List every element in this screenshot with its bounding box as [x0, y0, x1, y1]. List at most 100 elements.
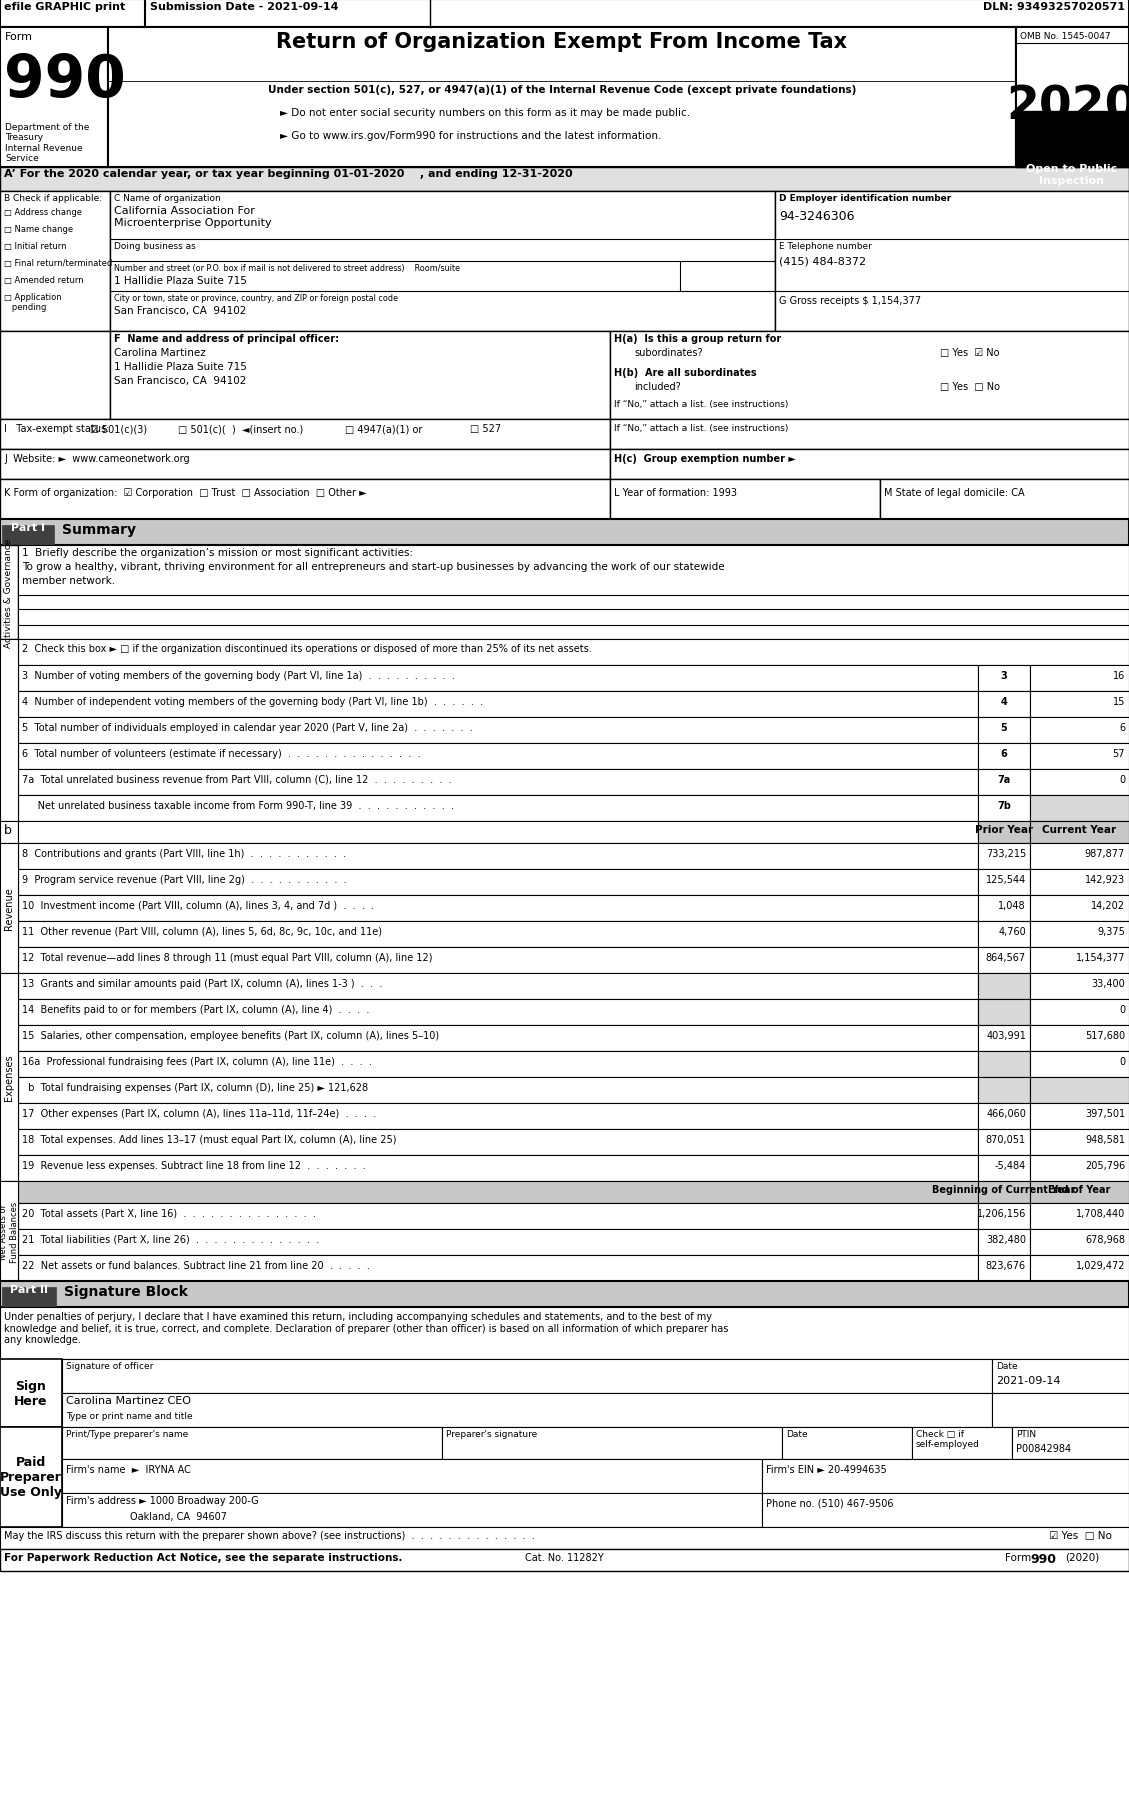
Bar: [1030, 1155, 1129, 1182]
Text: If “No,” attach a list. (see instructions): If “No,” attach a list. (see instruction…: [614, 399, 788, 408]
Text: 7a  Total unrelated business revenue from Part VIII, column (C), line 12  .  .  : 7a Total unrelated business revenue from…: [21, 775, 452, 784]
Bar: [978, 665, 1030, 692]
Text: ☑ 501(c)(3): ☑ 501(c)(3): [90, 425, 147, 434]
Text: 1,048: 1,048: [998, 900, 1026, 911]
Bar: [1030, 1129, 1129, 1155]
Bar: [1030, 1104, 1129, 1129]
Text: Current Year: Current Year: [1042, 824, 1117, 835]
Text: 7a: 7a: [997, 775, 1010, 784]
Text: 0: 0: [1119, 775, 1124, 784]
Bar: [1030, 665, 1129, 692]
Text: □ Initial return: □ Initial return: [5, 242, 67, 251]
Text: Open to Public
Inspection: Open to Public Inspection: [1026, 164, 1118, 186]
Text: Prior Year: Prior Year: [975, 824, 1033, 835]
Bar: [0, 844, 18, 974]
Text: F  Name and address of principal officer:: F Name and address of principal officer:: [114, 334, 339, 343]
Text: Oakland, CA  94607: Oakland, CA 94607: [130, 1511, 227, 1521]
Text: 22  Net assets or fund balances. Subtract line 21 from line 20  .  .  .  .  .: 22 Net assets or fund balances. Subtract…: [21, 1259, 370, 1270]
Text: 1,206,156: 1,206,156: [977, 1209, 1026, 1218]
Text: Beginning of Current Year: Beginning of Current Year: [933, 1184, 1076, 1194]
Bar: [0, 640, 18, 665]
Bar: [912, 1428, 1012, 1460]
Text: 1 Hallidie Plaza Suite 715: 1 Hallidie Plaza Suite 715: [114, 276, 247, 286]
Text: Print/Type preparer's name: Print/Type preparer's name: [65, 1429, 189, 1438]
Text: Under section 501(c), 527, or 4947(a)(1) of the Internal Revenue Code (except pr: Under section 501(c), 527, or 4947(a)(1)…: [268, 85, 856, 96]
Text: For Paperwork Reduction Act Notice, see the separate instructions.: For Paperwork Reduction Act Notice, see …: [5, 1552, 403, 1561]
Bar: [0, 1359, 62, 1428]
Bar: [108, 27, 1016, 168]
Text: Activities & Governance: Activities & Governance: [5, 538, 14, 647]
Bar: [978, 1129, 1030, 1155]
Text: PTIN: PTIN: [1016, 1429, 1036, 1438]
Bar: [978, 974, 1030, 999]
Text: San Francisco, CA  94102: San Francisco, CA 94102: [114, 305, 246, 316]
Text: Firm's address ► 1000 Broadway 200-G: Firm's address ► 1000 Broadway 200-G: [65, 1494, 259, 1505]
Text: 990: 990: [1030, 1552, 1056, 1565]
Bar: [978, 770, 1030, 795]
Bar: [610, 479, 879, 520]
Text: 864,567: 864,567: [986, 952, 1026, 963]
Text: Submission Date - 2021-09-14: Submission Date - 2021-09-14: [150, 2, 339, 13]
Text: 3: 3: [1000, 670, 1007, 681]
Bar: [978, 717, 1030, 744]
Bar: [978, 1182, 1030, 1203]
Text: May the IRS discuss this return with the preparer shown above? (see instructions: May the IRS discuss this return with the…: [5, 1531, 535, 1540]
Bar: [18, 999, 978, 1025]
Text: 397,501: 397,501: [1085, 1108, 1124, 1119]
Text: 466,060: 466,060: [986, 1108, 1026, 1119]
Bar: [18, 922, 978, 947]
Text: 7b: 7b: [997, 801, 1010, 811]
Bar: [0, 1428, 62, 1527]
Text: 33,400: 33,400: [1092, 978, 1124, 988]
Text: 1  Briefly describe the organization’s mission or most significant activities:: 1 Briefly describe the organization’s mi…: [21, 548, 413, 558]
Bar: [0, 665, 18, 692]
Bar: [1030, 770, 1129, 795]
Bar: [610, 450, 1129, 479]
Text: California Association For
Microenterprise Opportunity: California Association For Microenterpri…: [114, 206, 272, 228]
Text: 948,581: 948,581: [1085, 1135, 1124, 1144]
Bar: [18, 665, 978, 692]
Bar: [0, 332, 110, 419]
Bar: [18, 1077, 978, 1104]
Bar: [978, 844, 1030, 869]
Text: □ Name change: □ Name change: [5, 224, 73, 233]
Bar: [18, 1052, 978, 1077]
Text: D Employer identification number: D Employer identification number: [779, 193, 952, 202]
Text: H(b)  Are all subordinates: H(b) Are all subordinates: [614, 369, 756, 378]
Text: □ Application
   pending: □ Application pending: [5, 293, 62, 313]
Text: 2020: 2020: [1006, 83, 1129, 128]
Bar: [18, 1256, 978, 1281]
Bar: [0, 0, 1129, 27]
Bar: [610, 332, 1129, 419]
Bar: [978, 869, 1030, 896]
Bar: [1030, 1256, 1129, 1281]
Text: Return of Organization Exempt From Income Tax: Return of Organization Exempt From Incom…: [277, 33, 848, 52]
Bar: [18, 1229, 978, 1256]
Text: Number and street (or P.O. box if mail is not delivered to street address)    Ro: Number and street (or P.O. box if mail i…: [114, 264, 460, 273]
Text: b: b: [5, 824, 12, 837]
Text: 14  Benefits paid to or for members (Part IX, column (A), line 4)  .  .  .  .: 14 Benefits paid to or for members (Part…: [21, 1005, 369, 1014]
Bar: [978, 1104, 1030, 1129]
Bar: [1030, 1052, 1129, 1077]
Text: E Telephone number: E Telephone number: [779, 242, 872, 251]
Text: Expenses: Expenses: [5, 1053, 14, 1100]
Text: 382,480: 382,480: [986, 1234, 1026, 1245]
Text: 517,680: 517,680: [1085, 1030, 1124, 1041]
Bar: [0, 520, 1129, 546]
Text: 403,991: 403,991: [986, 1030, 1026, 1041]
Text: Phone no. (510) 467-9506: Phone no. (510) 467-9506: [765, 1498, 893, 1509]
Text: 4  Number of independent voting members of the governing body (Part VI, line 1b): 4 Number of independent voting members o…: [21, 698, 483, 707]
Bar: [0, 822, 18, 844]
Bar: [441, 1428, 782, 1460]
Bar: [18, 640, 1129, 665]
Text: 14,202: 14,202: [1091, 900, 1124, 911]
Text: If “No,” attach a list. (see instructions): If “No,” attach a list. (see instruction…: [614, 425, 788, 432]
Bar: [1030, 692, 1129, 717]
Bar: [978, 1155, 1030, 1182]
Bar: [978, 1229, 1030, 1256]
Text: 990: 990: [5, 52, 125, 108]
Text: Carolina Martinez: Carolina Martinez: [114, 347, 205, 358]
Text: 205,796: 205,796: [1085, 1160, 1124, 1171]
Bar: [782, 1428, 912, 1460]
Bar: [978, 896, 1030, 922]
